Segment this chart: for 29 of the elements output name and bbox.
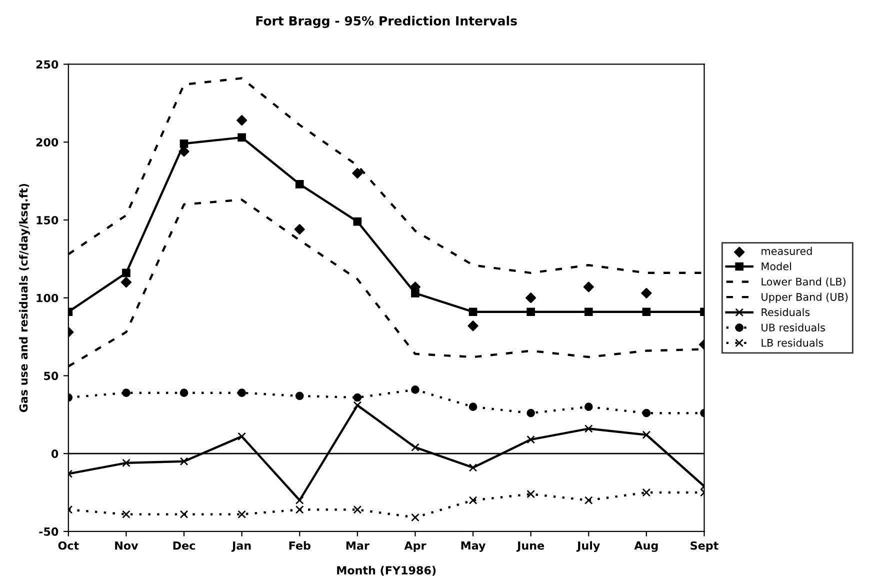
x-tick-label: July — [576, 541, 600, 552]
legend-label: LB residuals — [762, 338, 824, 347]
x-tick-label: Nov — [115, 542, 138, 550]
x-tick-label: Oct — [58, 541, 79, 550]
legend-label: Upper Band (UB) — [762, 292, 848, 303]
y-tick-label: 50 — [44, 372, 58, 380]
x-tick-label: Jan — [231, 542, 251, 552]
x-tick-label: Feb — [289, 541, 310, 550]
legend-label: Model — [762, 262, 791, 270]
x-axis-title: Month (FY1986) — [337, 566, 436, 576]
y-tick-label: 100 — [36, 294, 58, 302]
x-tick-label: Mar — [346, 542, 370, 550]
x-tick-label: June — [516, 542, 544, 552]
y-tick-label: 200 — [36, 138, 58, 146]
legend-label: UB residuals — [762, 323, 825, 332]
y-tick-label: -50 — [39, 527, 58, 536]
x-tick-label: Dec — [173, 542, 195, 550]
x-tick-label: Aug — [634, 541, 658, 552]
legend-label: measured — [762, 246, 812, 255]
legend-label: Lower Band (LB) — [762, 278, 846, 287]
x-tick-label: Apr — [404, 542, 426, 552]
chart-title: Fort Bragg - 95% Prediction Intervals — [256, 16, 517, 28]
y-tick-label: 150 — [36, 216, 58, 224]
legend-label: Residuals — [762, 308, 810, 316]
y-tick-label: 250 — [36, 60, 58, 69]
y-axis-title: Gas use and residuals (cf/day/ksq.ft) — [19, 184, 30, 412]
x-tick-label: May — [461, 541, 486, 552]
y-tick-label: 0 — [51, 450, 58, 458]
x-tick-label: Sept — [690, 541, 718, 552]
